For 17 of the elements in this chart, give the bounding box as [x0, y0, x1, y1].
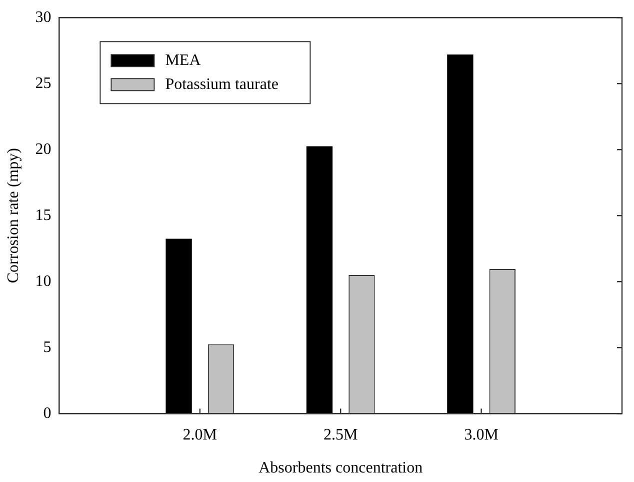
legend-label: MEA — [165, 52, 202, 69]
bar — [166, 238, 192, 414]
x-tick-label: 2.0M — [182, 426, 218, 444]
legend-label: Potassium taurate — [165, 76, 279, 93]
y-tick-label: 5 — [43, 338, 52, 356]
bar — [447, 54, 474, 414]
y-tick-label: 0 — [43, 404, 52, 422]
y-tick-label: 20 — [35, 140, 52, 158]
y-tick-label: 25 — [35, 74, 52, 92]
y-axis-title: Corrosion rate (mpy) — [4, 148, 22, 284]
y-tick-label: 15 — [35, 206, 52, 224]
x-axis-title: Absorbents concentration — [258, 460, 423, 477]
bar — [306, 146, 333, 414]
x-tick-label: 3.0M — [464, 426, 498, 444]
x-tick-label: 2.5M — [323, 426, 358, 444]
y-tick-label: 30 — [35, 8, 52, 26]
y-tick-label: 10 — [35, 272, 52, 290]
